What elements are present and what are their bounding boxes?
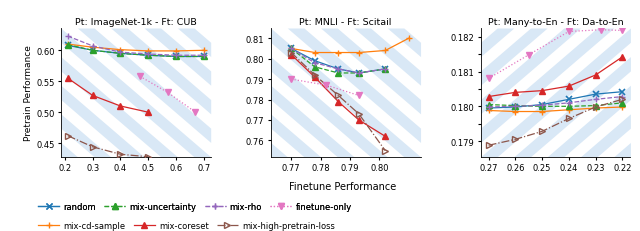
Y-axis label: Pretrain Performance: Pretrain Performance (24, 45, 33, 141)
Text: Finetune Performance: Finetune Performance (289, 181, 396, 191)
Title: Pt: ImageNet-1k - Ft: CUB: Pt: ImageNet-1k - Ft: CUB (75, 18, 196, 27)
Legend: random, mix-uncertainty, mix-rho, finetune-only: random, mix-uncertainty, mix-rho, finetu… (38, 202, 351, 211)
Title: Pt: Many-to-En - Ft: Da-to-En: Pt: Many-to-En - Ft: Da-to-En (488, 18, 623, 27)
Title: Pt: MNLI - Ft: Scitail: Pt: MNLI - Ft: Scitail (300, 18, 392, 27)
Legend: mix-cd-sample, mix-coreset, mix-high-pretrain-loss: mix-cd-sample, mix-coreset, mix-high-pre… (38, 221, 335, 230)
